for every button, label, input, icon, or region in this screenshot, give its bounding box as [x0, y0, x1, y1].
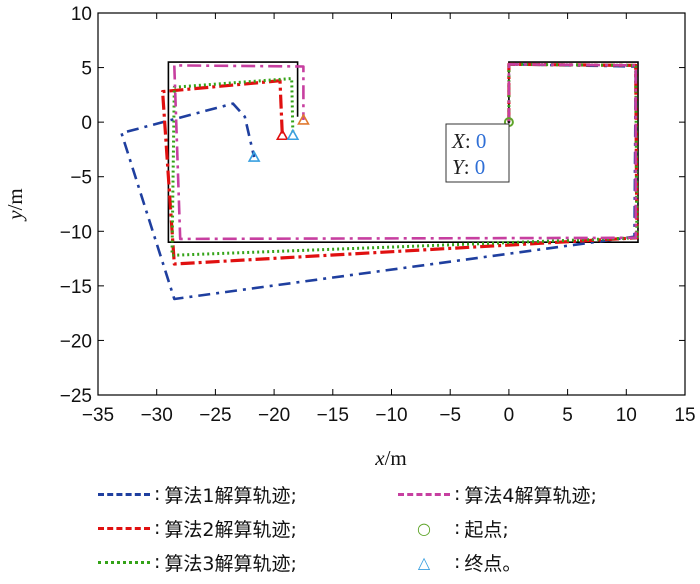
y-tick-label: 5: [81, 59, 92, 80]
legend-swatch-algo2: [98, 526, 150, 530]
legend-swatch-algo3: [98, 560, 150, 564]
series-line-1: [120, 63, 638, 301]
datatip-x: X: 0: [451, 129, 486, 153]
x-tick-label: −5: [439, 405, 461, 426]
y-axis-label: y/m: [3, 188, 27, 222]
legend-item-algo1: : 算法1解算轨迹;: [98, 480, 297, 508]
legend-label-start: 起点;: [464, 518, 509, 541]
legend-label-algo1: 算法1解算轨迹;: [164, 484, 297, 507]
reference-path: [167, 61, 639, 243]
end-point-marker: [247, 150, 261, 162]
x-axis: −35 −30 −25 −20 −15 −10 −5 0 5 10 15: [82, 13, 696, 426]
x-tick-label: −25: [199, 405, 231, 426]
end-point-marker: [286, 128, 300, 141]
x-tick-label: −20: [258, 405, 290, 426]
end-point-marker: [297, 113, 310, 125]
legend-label-algo3: 算法3解算轨迹;: [164, 552, 297, 575]
x-axis-label: x/m: [374, 446, 407, 470]
plot-lines: [120, 61, 639, 301]
y-tick-label: −5: [70, 168, 92, 189]
y-tick-label: −15: [60, 277, 92, 298]
y-tick-label: −25: [60, 386, 92, 407]
legend-label-algo2: 算法2解算轨迹;: [164, 518, 297, 541]
y-tick-label: 10: [71, 4, 92, 25]
end-point-marker: [275, 128, 289, 141]
y-axis: 10 5 0 −5 −10 −15 −20 −25: [60, 4, 685, 407]
series-line-4: [173, 63, 638, 241]
start-point-center: [507, 120, 511, 124]
legend-item-start: ○ : 起点;: [398, 514, 509, 542]
x-tick-label: 0: [504, 405, 515, 426]
y-tick-label: 0: [81, 113, 92, 134]
series-line-2: [161, 62, 639, 266]
x-tick-label: −35: [82, 405, 114, 426]
legend-item-algo2: : 算法2解算轨迹;: [98, 514, 297, 542]
legend-swatch-algo1: [98, 492, 150, 496]
x-tick-label: −10: [375, 405, 407, 426]
legend-item-algo4: : 算法4解算轨迹;: [398, 480, 597, 508]
legend-item-end: △ : 终点。: [398, 548, 522, 576]
trajectory-chart: −35 −30 −25 −20 −15 −10 −5 0 5 10 15 1050−5−10−15−…: [3, 4, 696, 470]
datatip: X: 0Y: 0: [445, 123, 510, 183]
legend-item-algo3: : 算法3解算轨迹;: [98, 548, 297, 576]
x-tick-label: −15: [317, 405, 349, 426]
x-tick-label: −30: [141, 405, 173, 426]
legend-label-end: 终点。: [464, 552, 522, 575]
start-point-icon: ○: [417, 518, 431, 538]
datatip-box: [445, 123, 510, 183]
plot-frame: [97, 12, 686, 396]
y-tick-label: −20: [60, 331, 92, 352]
datatip-y: Y: 0: [452, 155, 485, 179]
legend-label-algo4: 算法4解算轨迹;: [464, 484, 597, 507]
x-tick-label: 10: [616, 405, 637, 426]
end-point-icon: △: [417, 552, 431, 572]
y-tick-label: −10: [60, 222, 92, 243]
legend-swatch-algo4: [398, 492, 450, 496]
series-line-3: [170, 62, 639, 257]
x-tick-label: 5: [562, 405, 573, 426]
plot-markers: [247, 113, 514, 162]
x-tick-label: 15: [674, 405, 695, 426]
